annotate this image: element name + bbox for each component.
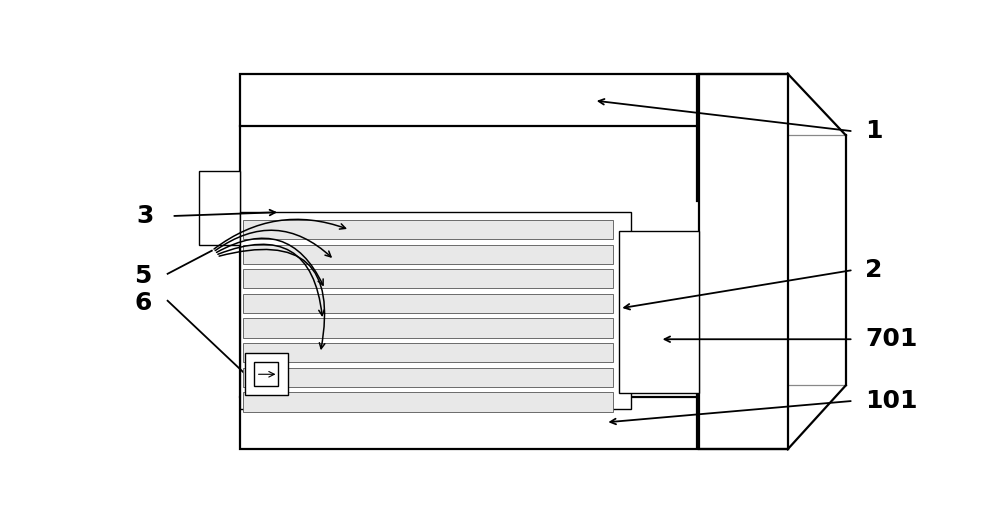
Text: 3: 3: [137, 204, 154, 228]
Bar: [698, 73, 788, 449]
Bar: [245, 353, 288, 396]
Bar: [243, 220, 613, 239]
Bar: [254, 362, 278, 386]
Bar: [240, 73, 697, 126]
Bar: [243, 343, 613, 362]
Text: 2: 2: [865, 258, 883, 282]
Bar: [243, 294, 613, 313]
Bar: [243, 245, 613, 264]
Bar: [243, 269, 613, 288]
Text: 5: 5: [134, 264, 152, 288]
Text: 6: 6: [134, 291, 152, 315]
Text: 101: 101: [865, 389, 918, 413]
Bar: [240, 397, 697, 449]
Bar: [243, 392, 613, 412]
Bar: [619, 232, 698, 393]
Bar: [199, 171, 240, 245]
Bar: [243, 368, 613, 387]
Bar: [243, 318, 613, 338]
Bar: [240, 212, 631, 408]
Text: 1: 1: [865, 119, 883, 143]
Text: 701: 701: [865, 327, 918, 351]
